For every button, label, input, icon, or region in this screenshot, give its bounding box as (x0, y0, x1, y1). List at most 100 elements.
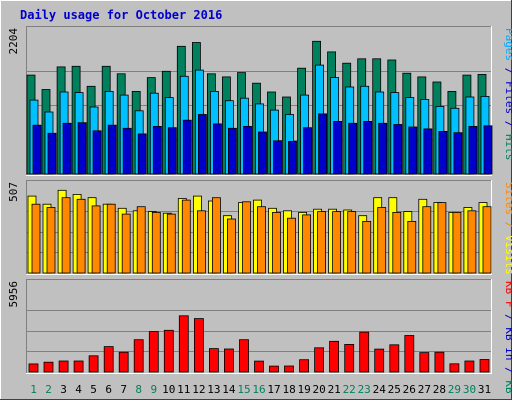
bar-kb-f-day-16 (254, 360, 264, 373)
bar-sites-day-9 (151, 211, 161, 274)
x-tick-label-day-14: 14 (222, 383, 236, 396)
bar-sites-day-3 (61, 197, 71, 274)
panel-legend-label: KB F / KB In / KB Out (503, 281, 512, 400)
panel-plot-area (26, 279, 492, 374)
bar-kb-f-day-12 (193, 318, 204, 373)
legend-entry: KB F (503, 281, 512, 308)
x-tick-label-day-1: 1 (30, 383, 37, 396)
bar-sites-day-15 (242, 201, 251, 274)
legend-entry: KB In (503, 327, 512, 360)
bar-pages-day-15 (243, 126, 252, 175)
x-tick-label-day-11: 11 (177, 383, 190, 396)
bar-kb-f-day-14 (223, 348, 234, 373)
bar-pages-day-18 (288, 140, 297, 175)
bar-pages-day-11 (182, 119, 192, 175)
bar-pages-day-19 (303, 127, 313, 175)
bar-pages-day-22 (348, 122, 358, 175)
x-tick-label-day-6: 6 (105, 383, 112, 396)
x-tick-label-day-19: 19 (297, 383, 310, 396)
bar-pages-day-9 (152, 126, 162, 175)
bar-sites-day-26 (407, 220, 417, 274)
bar-kb-f-day-20 (314, 347, 325, 373)
bar-sites-day-27 (422, 206, 432, 274)
x-tick-label-day-16: 16 (252, 383, 265, 396)
bar-sites-day-1 (31, 203, 41, 274)
x-tick-label-day-4: 4 (75, 383, 82, 396)
bar-sites-day-11 (181, 199, 191, 274)
bar-pages-day-5 (92, 130, 102, 175)
bar-pages-day-7 (122, 127, 132, 175)
bar-sites-day-2 (46, 207, 56, 274)
bar-sites-day-10 (166, 213, 176, 274)
panel-2: 507 Sites / Visits (7, 180, 512, 275)
bar-pages-day-14 (227, 127, 237, 175)
bar-sites-day-29 (452, 211, 462, 274)
x-tick-label-day-13: 13 (207, 383, 220, 396)
x-tick-label-day-21: 21 (328, 383, 341, 396)
bar-sites-day-21 (332, 211, 342, 274)
bar-sites-day-31 (482, 206, 492, 274)
legend-entry: KB Out (503, 380, 512, 400)
bar-kb-f-day-7 (118, 351, 129, 373)
x-tick-label-day-9: 9 (150, 383, 157, 396)
bar-sites-day-8 (136, 206, 146, 274)
bar-kb-f-day-2 (43, 361, 54, 373)
x-tick-label-day-26: 26 (403, 383, 416, 396)
bar-sites-day-20 (317, 211, 327, 274)
legend-entry: / (503, 114, 512, 134)
bar-kb-f-day-22 (344, 343, 355, 373)
bar-pages-day-28 (438, 130, 448, 175)
y-max-label: 5956 (7, 281, 20, 308)
bar-sites-day-17 (272, 211, 281, 274)
x-tick-label-day-28: 28 (433, 383, 446, 396)
x-tick-label-day-17: 17 (267, 383, 280, 396)
bar-sites-day-19 (302, 214, 312, 274)
bar-kb-f-day-28 (434, 351, 445, 373)
bar-sites-day-12 (196, 210, 206, 274)
x-tick-label-day-3: 3 (60, 383, 67, 396)
y-max-label: 2204 (7, 28, 20, 55)
bar-pages-day-31 (483, 125, 493, 175)
legend-entry: Visits (503, 235, 512, 275)
legend-entry: Sites (503, 182, 512, 215)
bar-kb-f-day-21 (329, 340, 340, 373)
x-tick-label-day-31: 31 (478, 383, 491, 396)
bar-sites-day-22 (347, 211, 357, 274)
bar-kb-f-day-1 (28, 363, 39, 373)
bar-sites-day-13 (211, 197, 221, 274)
bar-pages-day-30 (468, 126, 478, 175)
panel-3: 5956 KB F / KB In / KB Out (7, 279, 512, 400)
bar-pages-day-21 (333, 121, 343, 175)
x-tick-label-day-2: 2 (45, 383, 52, 396)
x-axis-tick-labels: 1 2 3 4 5 6 7 8 9 10 11 12 13 14 15 16 17 18 19 20 21 22 23 24 2… (30, 383, 491, 396)
bar-kb-f-day-17 (269, 365, 279, 373)
panel-legend-label: Sites / Visits (503, 182, 512, 275)
legend-entry: / (503, 308, 512, 328)
bar-kb-f-day-10 (163, 329, 174, 373)
bar-sites-day-16 (257, 206, 266, 274)
bar-kb-f-day-23 (359, 331, 370, 373)
chart-title: Daily usage for October 2016 (20, 8, 222, 22)
bar-kb-f-day-8 (133, 339, 144, 373)
bar-kb-f-day-29 (449, 363, 460, 373)
bar-pages-day-8 (137, 133, 147, 175)
bar-sites-day-25 (392, 211, 402, 274)
legend-entry: / (503, 61, 512, 81)
bar-sites-day-18 (287, 217, 296, 274)
x-tick-label-day-7: 7 (120, 383, 127, 396)
bar-pages-day-27 (423, 128, 433, 175)
x-tick-label-day-8: 8 (135, 383, 142, 396)
bar-kb-f-day-26 (404, 335, 415, 373)
bar-pages-day-29 (453, 132, 463, 175)
bar-sites-day-4 (76, 198, 86, 274)
bar-pages-day-24 (378, 122, 388, 175)
bar-pages-day-23 (363, 121, 373, 175)
bar-kb-f-day-5 (88, 355, 99, 373)
bar-sites-day-5 (91, 205, 101, 274)
bar-pages-day-25 (393, 124, 403, 175)
bar-pages-day-10 (167, 127, 177, 175)
x-tick-label-day-22: 22 (343, 383, 356, 396)
x-tick-label-day-18: 18 (282, 383, 295, 396)
legend-entry: / (503, 361, 512, 381)
x-tick-label-day-25: 25 (388, 383, 401, 396)
